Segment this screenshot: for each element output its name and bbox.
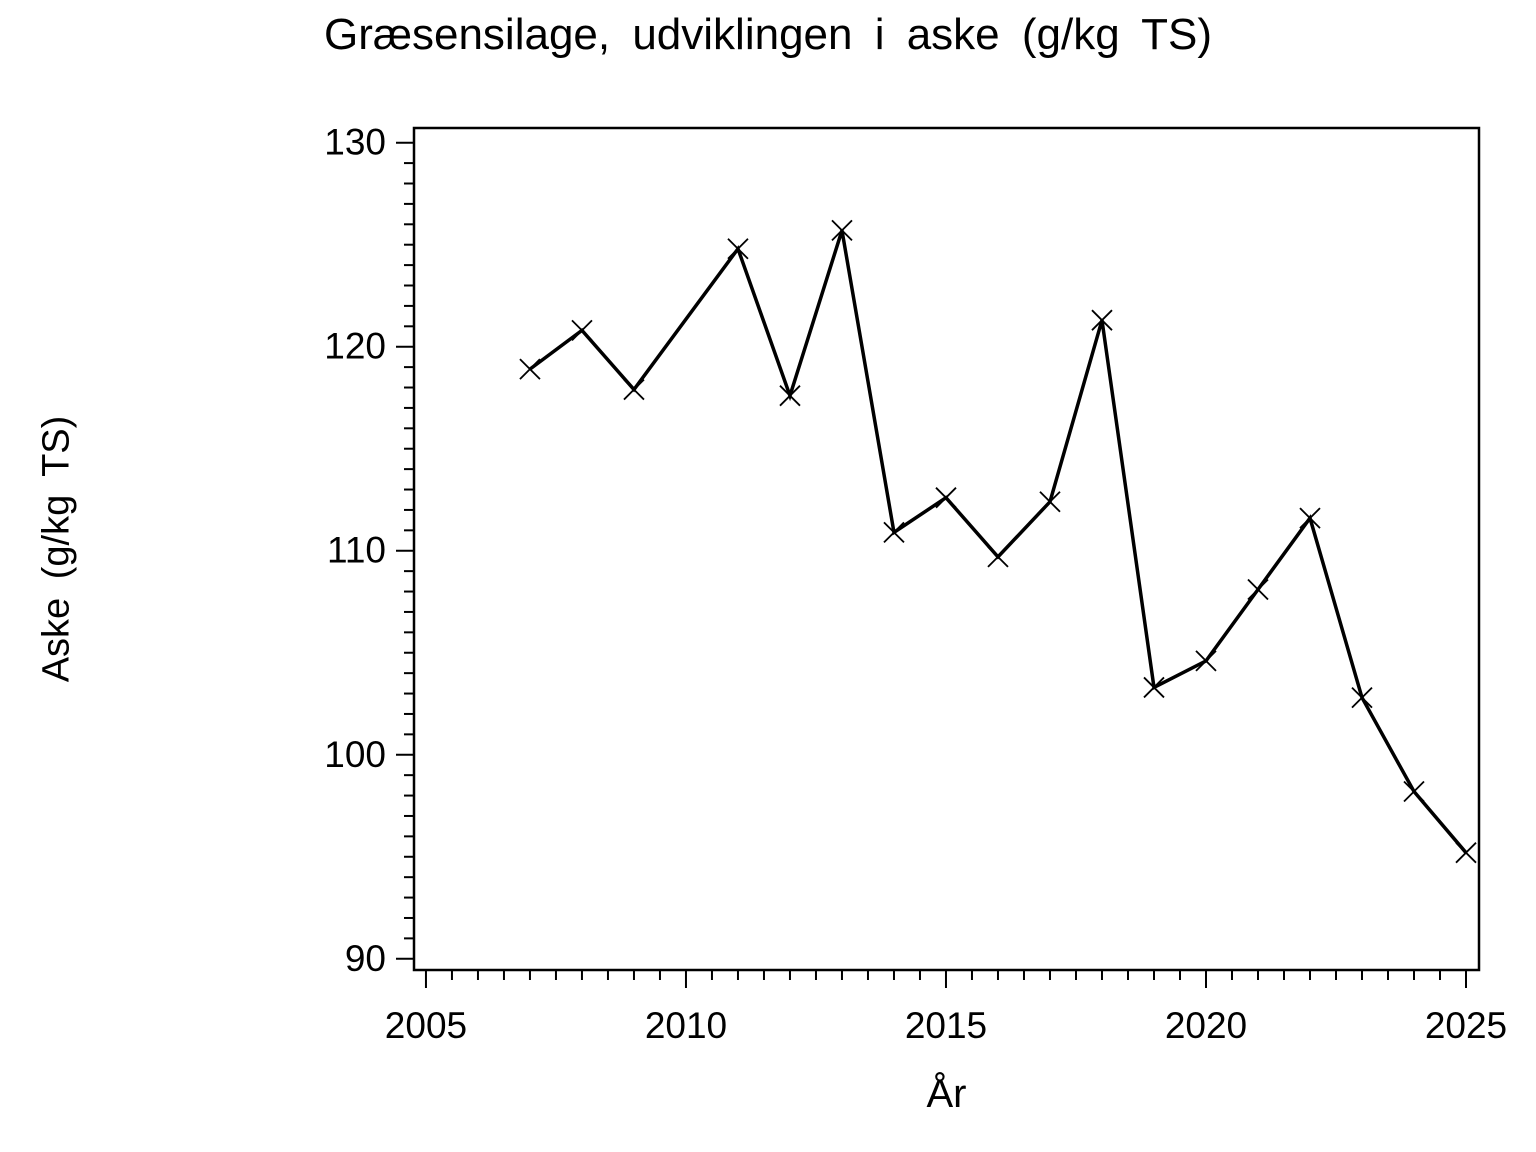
y-tick-label: 130: [324, 122, 386, 163]
x-tick-label: 2025: [1425, 1005, 1507, 1046]
data-point-marker: [519, 358, 541, 380]
y-tick-label: 110: [327, 530, 386, 571]
data-point-marker: [1247, 578, 1269, 601]
data-point-marker: [831, 219, 853, 242]
data-point-marker: [935, 487, 957, 509]
data-point-marker: [1143, 676, 1165, 699]
x-tick-label: 2015: [905, 1005, 987, 1046]
x-axis-label: År: [926, 1072, 967, 1116]
data-point-marker: [727, 238, 749, 260]
data-point-marker: [883, 521, 905, 544]
data-point-marker: [779, 385, 801, 407]
data-point-marker: [571, 319, 593, 342]
y-tick-label: 120: [324, 326, 386, 367]
y-tick-label: 90: [345, 938, 386, 979]
data-point-marker: [1299, 507, 1321, 529]
y-tick-label: 100: [324, 734, 386, 775]
data-point-marker: [1455, 842, 1477, 864]
x-tick-label: 2020: [1165, 1005, 1247, 1046]
data-point-marker: [1091, 309, 1113, 331]
data-point-marker: [1195, 650, 1217, 672]
series-line: [528, 229, 1468, 854]
chart-title: Græsensilage, udviklingen i aske (g/kg T…: [323, 10, 1213, 59]
data-point-marker: [623, 378, 645, 401]
data-point-marker: [1403, 780, 1425, 803]
x-tick-label: 2010: [645, 1005, 727, 1046]
x-tick-label: 2005: [385, 1005, 467, 1046]
data-point-marker: [1351, 686, 1373, 709]
data-point-marker: [1039, 491, 1061, 513]
data-point-marker: [987, 546, 1009, 568]
